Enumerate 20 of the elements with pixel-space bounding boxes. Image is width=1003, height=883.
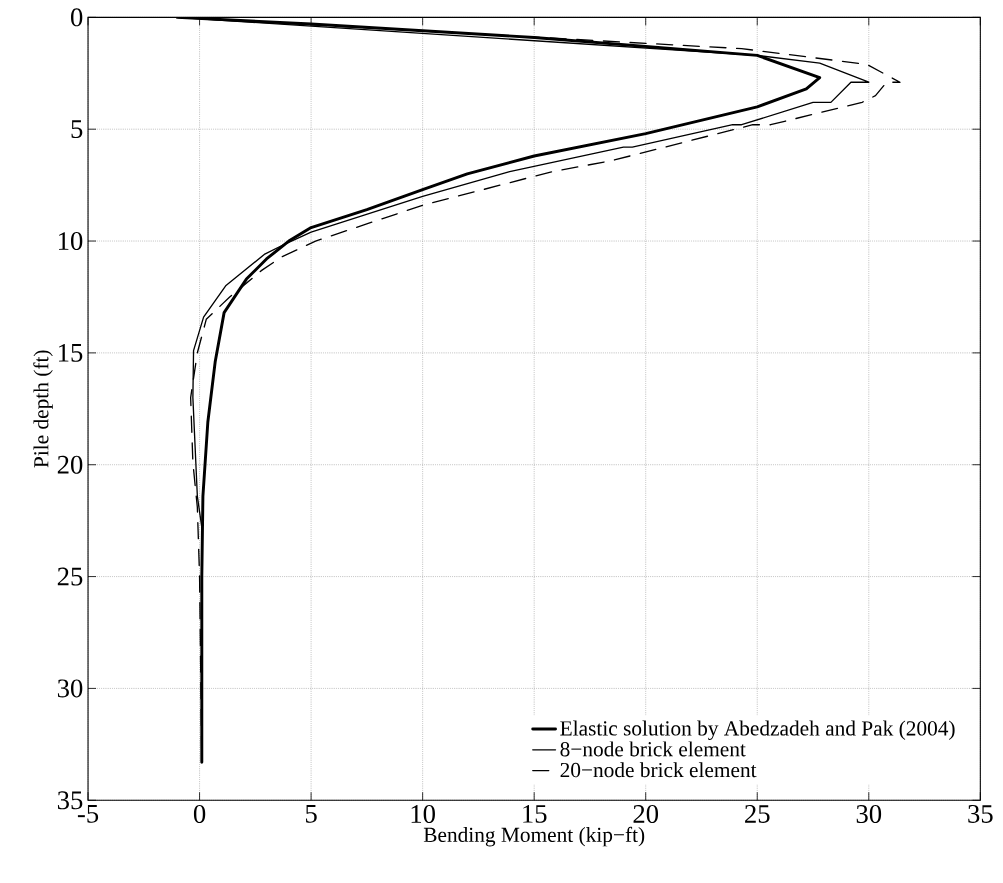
x-axis-title: Bending Moment (kip−ft) <box>423 826 645 847</box>
y-tick-label: 15 <box>58 343 83 362</box>
legend-label: 8−node brick element <box>560 741 746 757</box>
x-tick-label: 5 <box>305 805 317 823</box>
x-tick-label: 35 <box>968 805 993 823</box>
x-tick-label: 20 <box>633 805 659 823</box>
y-tick-label: 0 <box>71 8 83 27</box>
x-tick-label: 0 <box>193 805 206 823</box>
legend-label: Elastic solution by Abedzadeh and Pak (2004) <box>560 720 955 741</box>
x-tick-label: 10 <box>411 805 435 823</box>
y-axis-title: Pile depth (ft) <box>33 350 53 468</box>
legend-label: 20−node brick element <box>560 762 757 778</box>
x-tick-label: 25 <box>745 805 770 823</box>
y-tick-label: 5 <box>71 120 83 139</box>
y-tick-label: 30 <box>57 679 83 698</box>
y-tick-label: 25 <box>57 567 83 586</box>
y-tick-label: 20 <box>57 455 83 474</box>
y-tick-label: 10 <box>58 232 83 251</box>
x-tick-label: 15 <box>523 804 547 823</box>
x-tick-label: 30 <box>856 805 882 823</box>
